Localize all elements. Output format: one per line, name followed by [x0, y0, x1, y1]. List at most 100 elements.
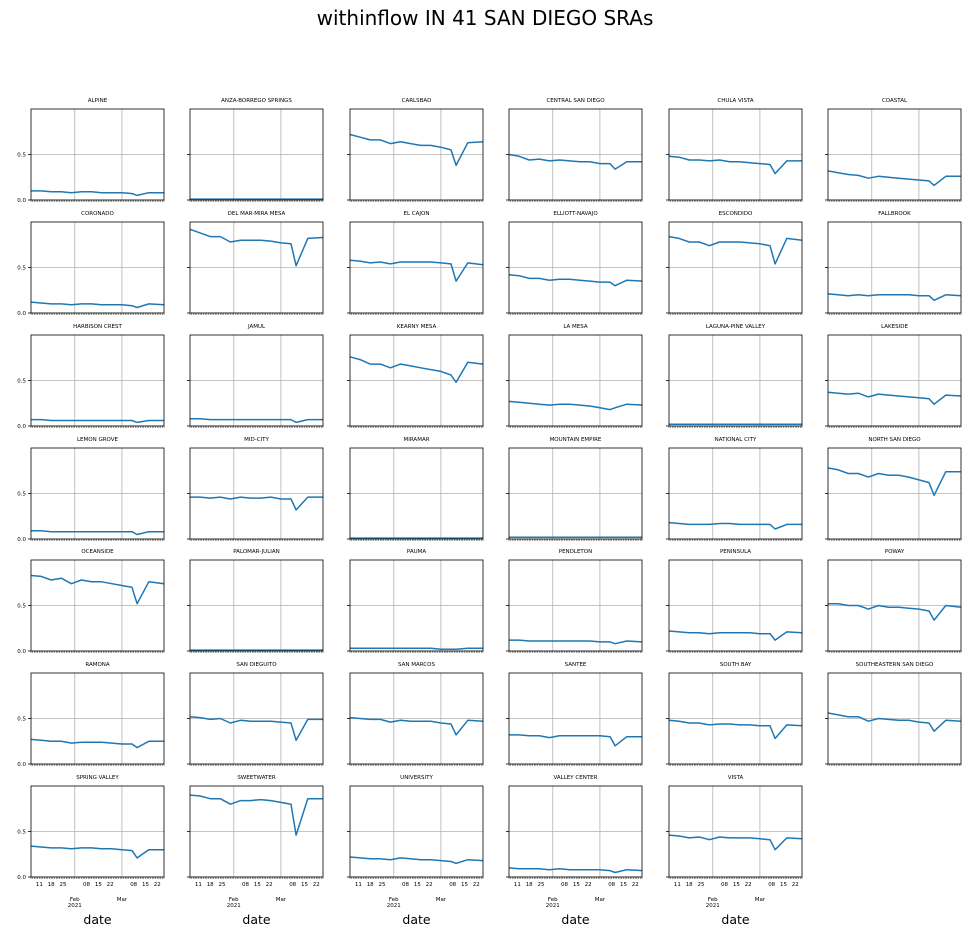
subplot: CARLSBAD — [347, 98, 484, 202]
subplot: PENDLETON — [506, 549, 643, 653]
x-tick-label: 08 — [768, 882, 775, 888]
x-tick-label: 15 — [573, 882, 580, 888]
x-axis-label: date — [242, 912, 270, 927]
subplot: EL CAJON — [347, 211, 484, 315]
x-month-label: Feb — [548, 897, 558, 903]
subplot: NATIONAL CITY — [666, 437, 803, 541]
subplot: NORTH SAN DIEGO — [825, 437, 962, 541]
x-tick-label: 18 — [686, 882, 693, 888]
subplot-title: VALLEY CENTER — [554, 775, 598, 781]
series-line — [668, 834, 803, 851]
x-tick-label: 11 — [355, 882, 362, 888]
subplot: MID-CITY — [187, 437, 324, 541]
x-tick-label: 22 — [154, 882, 161, 888]
subplot: SOUTHEASTERN SAN DIEGO — [825, 662, 962, 766]
series-line — [31, 190, 164, 197]
subplot-title: CHULA VISTA — [717, 98, 754, 104]
subplot: SANTEE — [506, 662, 643, 766]
y-tick-label: 0.5 — [17, 830, 26, 836]
y-tick-label: 0.0 — [17, 311, 26, 317]
x-month-label: Mar — [595, 897, 606, 903]
x-tick-label: 08 — [561, 882, 568, 888]
subplot-title: SPRING VALLEY — [76, 775, 119, 781]
subplot-title: HARBISON CREST — [73, 324, 122, 330]
subplot: KEARNY MESA — [347, 324, 484, 428]
subplot: MIRAMAR — [347, 437, 484, 541]
subplot-title: JAMUL — [247, 324, 266, 330]
x-tick-label: 15 — [620, 882, 627, 888]
series-line — [350, 647, 483, 650]
x-axis-label: date — [402, 912, 430, 927]
x-tick-label: 18 — [48, 882, 55, 888]
y-tick-label: 0.0 — [17, 762, 26, 768]
subplot-title: SOUTHEASTERN SAN DIEGO — [856, 662, 934, 668]
series-line — [190, 496, 323, 511]
x-tick-label: 22 — [585, 882, 592, 888]
x-axis-label: date — [721, 912, 749, 927]
y-tick-label: 0.0 — [17, 875, 26, 881]
subplot: ESCONDIDO — [666, 211, 803, 315]
x-tick-label: 22 — [266, 882, 273, 888]
x-month-label: Mar — [755, 897, 766, 903]
x-tick-label: 08 — [289, 882, 296, 888]
series-line — [668, 630, 803, 641]
x-tick-label: 11 — [674, 882, 681, 888]
subplot-title: COASTAL — [882, 98, 908, 104]
subplot-title: OCEANSIDE — [81, 549, 114, 555]
subplot: PENINSULA — [666, 549, 803, 653]
series-line — [190, 417, 323, 424]
x-tick-label: 15 — [461, 882, 468, 888]
subplot-title: FALLBROOK — [878, 211, 911, 217]
x-year-label: 2021 — [68, 903, 82, 909]
series-line — [668, 521, 802, 530]
subplot: 0.0 0.5 OCEANSIDE — [17, 549, 165, 655]
subplot-title: NORTH SAN DIEGO — [868, 437, 921, 443]
x-month-label: Feb — [389, 897, 399, 903]
x-month-label: Feb — [70, 897, 80, 903]
subplot: MOUNTAIN EMPIRE — [506, 437, 643, 541]
x-tick-label: 08 — [402, 882, 409, 888]
x-year-label: 2021 — [227, 903, 241, 909]
subplot-title: NATIONAL CITY — [715, 437, 757, 443]
series-line — [827, 467, 961, 497]
x-tick-label: 18 — [367, 882, 374, 888]
subplot-title: LAGUNA-PINE VALLEY — [706, 324, 766, 330]
x-tick-label: 08 — [130, 882, 137, 888]
subplot-title: SAN MARCOS — [398, 662, 435, 668]
series-line — [508, 867, 643, 874]
subplot-title: ALPINE — [88, 98, 108, 104]
x-month-label: Mar — [436, 897, 447, 903]
x-tick-label: 22 — [792, 882, 799, 888]
subplot: ELLIOTT-NAVAJO — [506, 211, 643, 315]
x-tick-label: 22 — [473, 882, 480, 888]
x-tick-label: 25 — [537, 882, 544, 888]
series-line — [668, 719, 803, 740]
subplot-title: ELLIOTT-NAVAJO — [553, 211, 598, 217]
subplot-title: ANZA-BORREGO SPRINGS — [221, 98, 292, 104]
x-month-label: Mar — [117, 897, 128, 903]
x-tick-label: 22 — [426, 882, 433, 888]
subplot-title: LAKESIDE — [881, 324, 908, 330]
x-month-label: Feb — [229, 897, 239, 903]
subplot: ANZA-BORREGO SPRINGS — [187, 98, 324, 202]
subplot-title: MOUNTAIN EMPIRE — [550, 437, 602, 443]
x-tick-label: 22 — [745, 882, 752, 888]
x-tick-label: 15 — [142, 882, 149, 888]
subplot-title: LA MESA — [563, 324, 588, 330]
subplot-title: PAUMA — [407, 549, 426, 555]
series-line — [189, 715, 323, 742]
y-tick-label: 0.0 — [17, 649, 26, 655]
y-tick-label: 0.5 — [17, 492, 26, 498]
subplot: 0.0 0.5 CORONADO — [17, 211, 165, 317]
subplot: LA MESA — [506, 324, 643, 428]
x-tick-label: 11 — [514, 882, 521, 888]
x-month-label: Feb — [708, 897, 718, 903]
x-tick-label: 08 — [242, 882, 249, 888]
series-line — [349, 259, 484, 282]
subplot-title: SAN DIEGUITO — [236, 662, 277, 668]
x-tick-label: 08 — [83, 882, 90, 888]
subplot-title: CENTRAL SAN DIEGO — [546, 98, 605, 104]
subplot-title: PALOMAR-JULIAN — [233, 549, 280, 555]
